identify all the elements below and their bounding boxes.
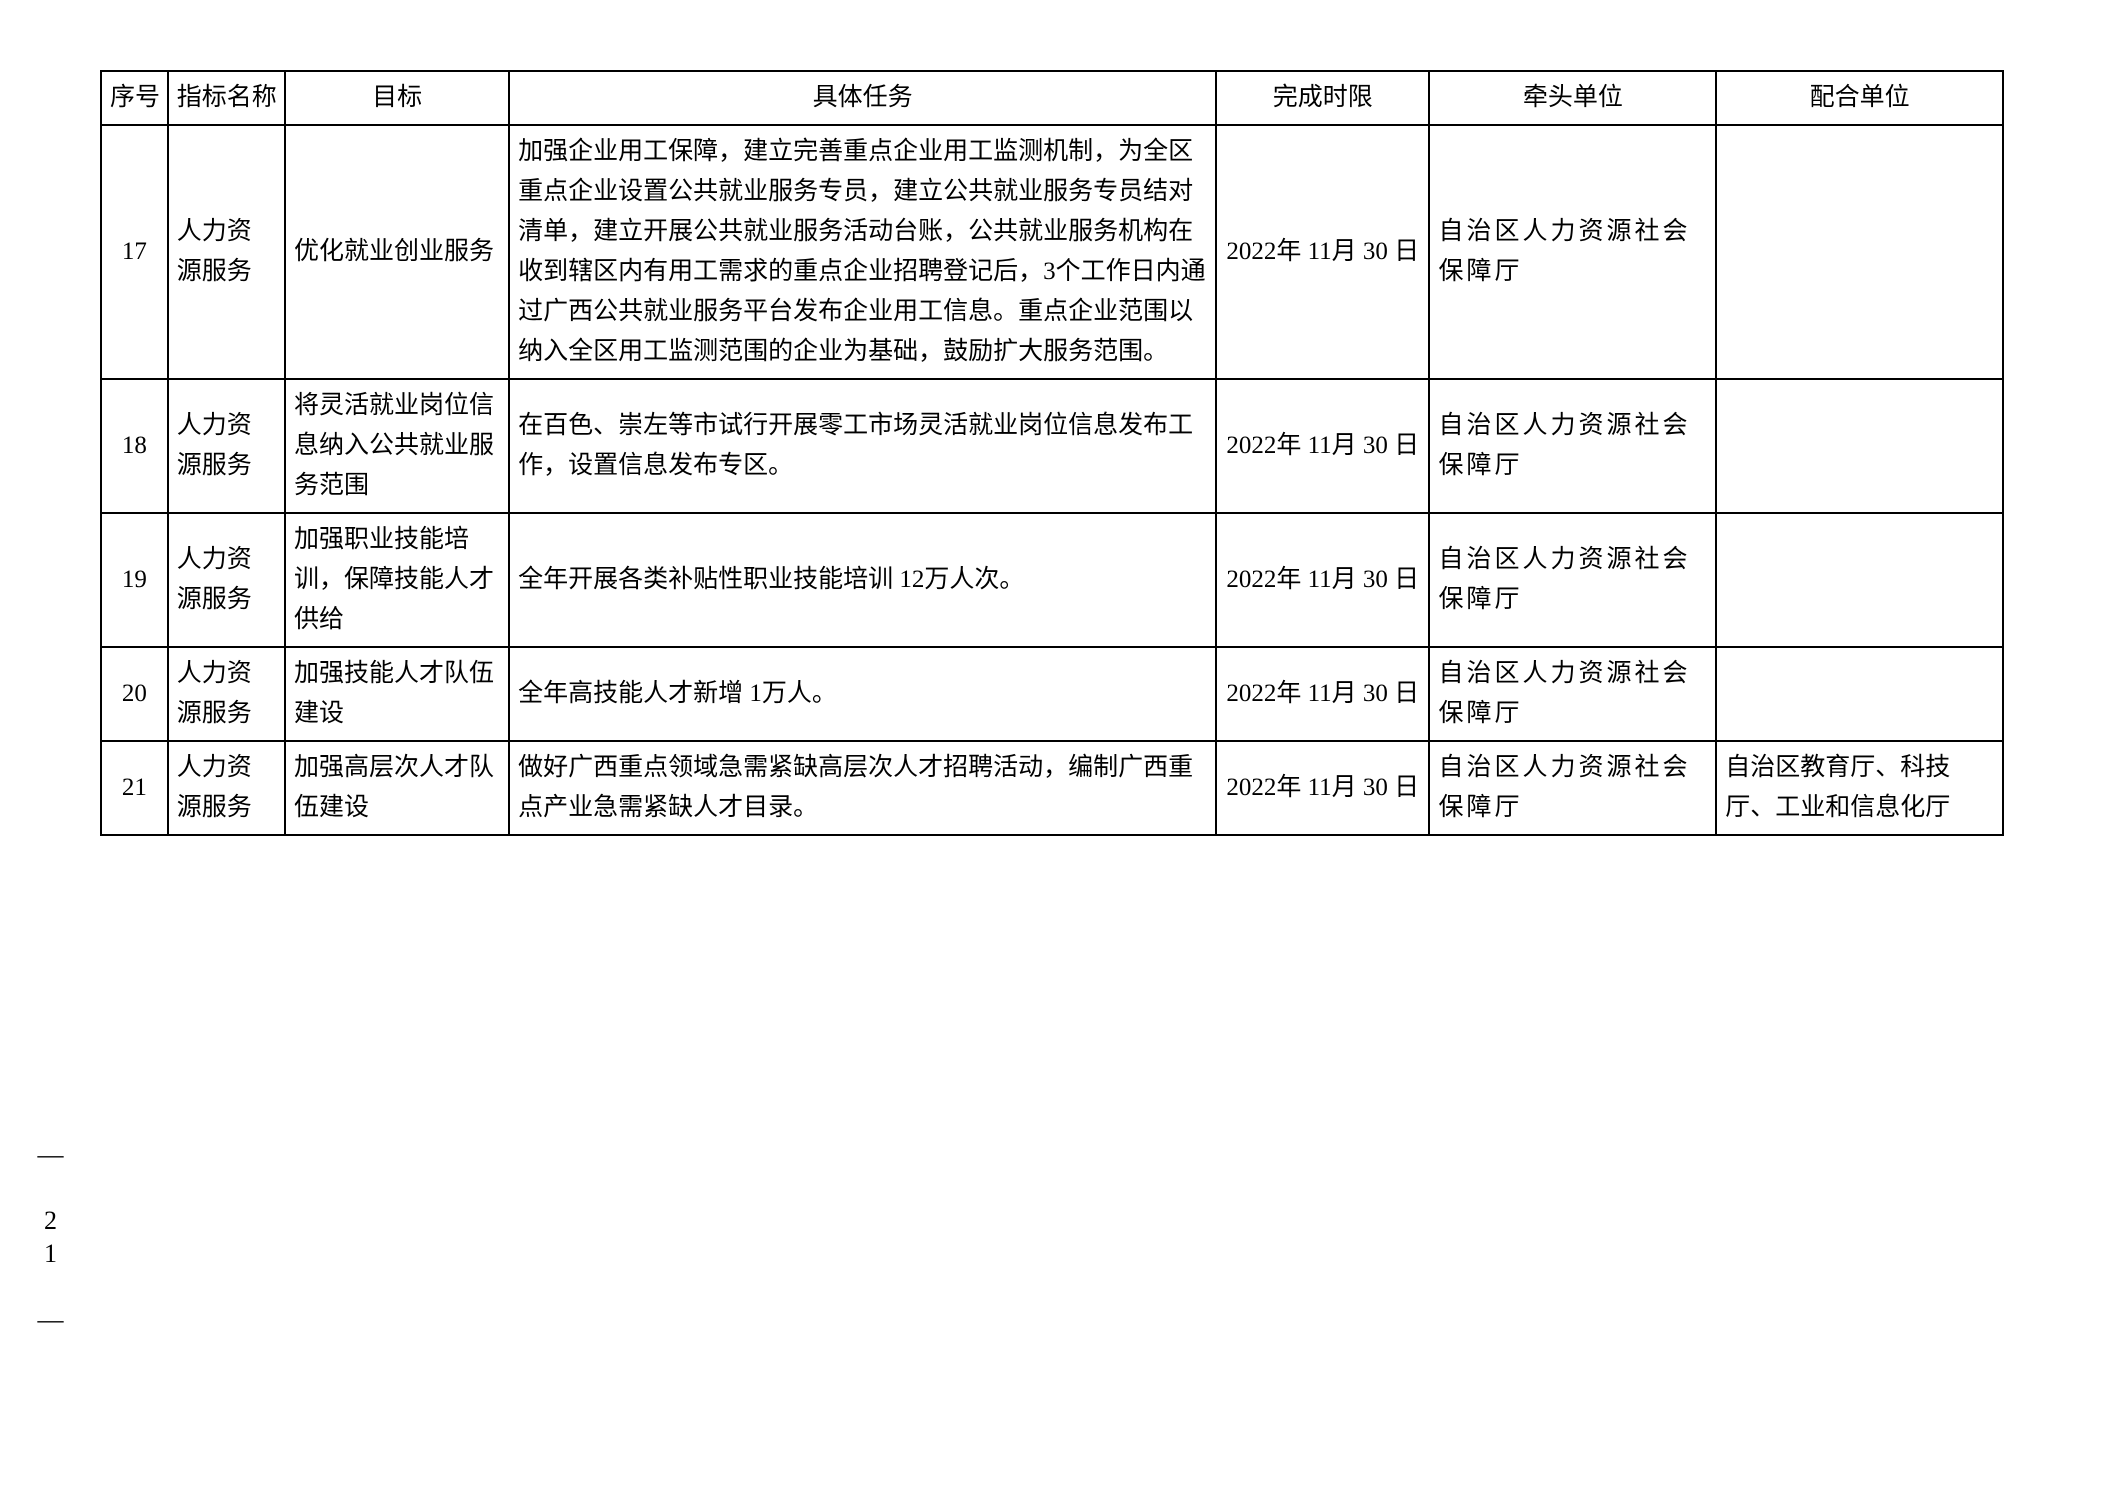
table-row: 19人力资源服务加强职业技能培训，保障技能人才供给全年开展各类补贴性职业技能培训… xyxy=(101,513,2003,647)
cell-seq: 19 xyxy=(101,513,168,647)
cell-coop xyxy=(1716,513,2003,647)
cell-deadline: 2022年 11月 30 日 xyxy=(1216,125,1429,379)
cell-coop xyxy=(1716,379,2003,513)
cell-lead: 自治区人力资源社会保障厅 xyxy=(1429,647,1716,741)
header-name: 指标名称 xyxy=(168,71,285,125)
page-number: — 21 — xyxy=(35,1140,65,1338)
header-task: 具体任务 xyxy=(509,71,1216,125)
cell-seq: 21 xyxy=(101,741,168,835)
cell-target: 加强职业技能培训，保障技能人才供给 xyxy=(285,513,509,647)
cell-coop xyxy=(1716,647,2003,741)
cell-seq: 20 xyxy=(101,647,168,741)
cell-task: 全年高技能人才新增 1万人。 xyxy=(509,647,1216,741)
cell-seq: 18 xyxy=(101,379,168,513)
cell-task: 加强企业用工保障，建立完善重点企业用工监测机制，为全区重点企业设置公共就业服务专… xyxy=(509,125,1216,379)
cell-task: 全年开展各类补贴性职业技能培训 12万人次。 xyxy=(509,513,1216,647)
cell-seq: 17 xyxy=(101,125,168,379)
cell-task: 在百色、崇左等市试行开展零工市场灵活就业岗位信息发布工作，设置信息发布专区。 xyxy=(509,379,1216,513)
cell-name: 人力资源服务 xyxy=(168,379,285,513)
cell-target: 加强高层次人才队伍建设 xyxy=(285,741,509,835)
cell-lead: 自治区人力资源社会保障厅 xyxy=(1429,125,1716,379)
cell-lead: 自治区人力资源社会保障厅 xyxy=(1429,379,1716,513)
cell-target: 将灵活就业岗位信息纳入公共就业服务范围 xyxy=(285,379,509,513)
cell-deadline: 2022年 11月 30 日 xyxy=(1216,647,1429,741)
cell-lead: 自治区人力资源社会保障厅 xyxy=(1429,513,1716,647)
cell-target: 优化就业创业服务 xyxy=(285,125,509,379)
header-coop: 配合单位 xyxy=(1716,71,2003,125)
cell-deadline: 2022年 11月 30 日 xyxy=(1216,379,1429,513)
header-target: 目标 xyxy=(285,71,509,125)
table-header-row: 序号 指标名称 目标 具体任务 完成时限 牵头单位 配合单位 xyxy=(101,71,2003,125)
policy-table: 序号 指标名称 目标 具体任务 完成时限 牵头单位 配合单位 17人力资源服务优… xyxy=(100,70,2004,836)
cell-task: 做好广西重点领域急需紧缺高层次人才招聘活动，编制广西重点产业急需紧缺人才目录。 xyxy=(509,741,1216,835)
header-lead: 牵头单位 xyxy=(1429,71,1716,125)
cell-name: 人力资源服务 xyxy=(168,125,285,379)
document-page: 序号 指标名称 目标 具体任务 完成时限 牵头单位 配合单位 17人力资源服务优… xyxy=(100,70,2004,836)
cell-deadline: 2022年 11月 30 日 xyxy=(1216,513,1429,647)
table-row: 17人力资源服务优化就业创业服务加强企业用工保障，建立完善重点企业用工监测机制，… xyxy=(101,125,2003,379)
cell-name: 人力资源服务 xyxy=(168,647,285,741)
table-row: 20人力资源服务加强技能人才队伍建设全年高技能人才新增 1万人。2022年 11… xyxy=(101,647,2003,741)
header-seq: 序号 xyxy=(101,71,168,125)
table-body: 17人力资源服务优化就业创业服务加强企业用工保障，建立完善重点企业用工监测机制，… xyxy=(101,125,2003,835)
cell-lead: 自治区人力资源社会保障厅 xyxy=(1429,741,1716,835)
cell-name: 人力资源服务 xyxy=(168,513,285,647)
cell-coop: 自治区教育厅、科技厅、工业和信息化厅 xyxy=(1716,741,2003,835)
table-row: 18人力资源服务将灵活就业岗位信息纳入公共就业服务范围在百色、崇左等市试行开展零… xyxy=(101,379,2003,513)
cell-coop xyxy=(1716,125,2003,379)
table-row: 21人力资源服务加强高层次人才队伍建设做好广西重点领域急需紧缺高层次人才招聘活动… xyxy=(101,741,2003,835)
cell-target: 加强技能人才队伍建设 xyxy=(285,647,509,741)
cell-name: 人力资源服务 xyxy=(168,741,285,835)
cell-deadline: 2022年 11月 30 日 xyxy=(1216,741,1429,835)
header-deadline: 完成时限 xyxy=(1216,71,1429,125)
